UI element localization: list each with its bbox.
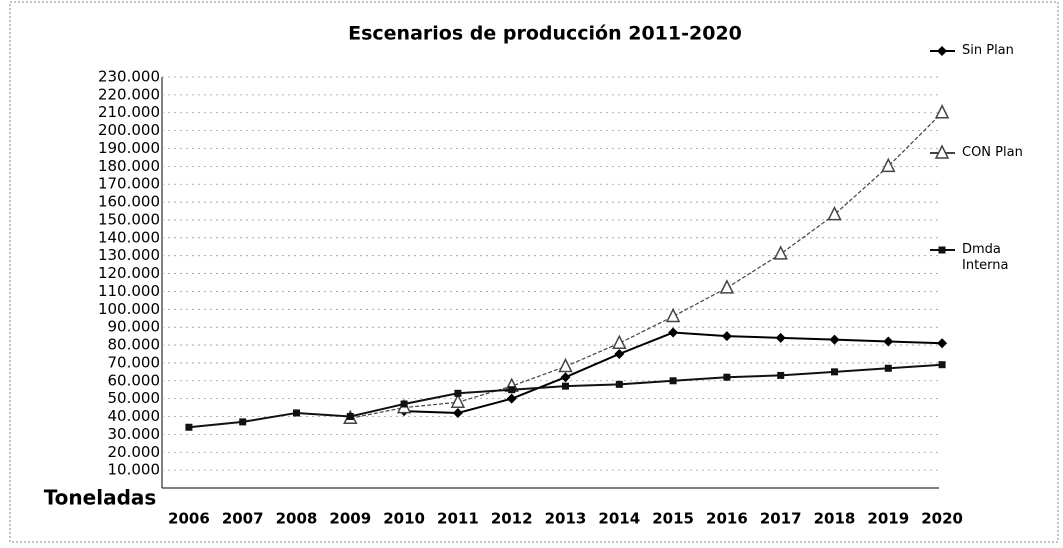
point <box>614 348 625 359</box>
x-tick-label: 2012 <box>491 510 533 528</box>
x-tick-label: 2018 <box>814 510 856 528</box>
point <box>239 418 247 426</box>
point <box>185 423 193 431</box>
y-tick-label: 200.000 <box>98 121 160 139</box>
point <box>937 338 948 349</box>
chart-title: Escenarios de producción 2011-2020 <box>348 23 742 45</box>
y-tick-label: 70.000 <box>108 353 161 371</box>
y-tick-label: 60.000 <box>108 371 161 389</box>
y-tick-label: 80.000 <box>108 336 161 354</box>
point <box>884 364 892 372</box>
y-tick-label: 190.000 <box>98 139 160 157</box>
x-tick-label: 2006 <box>168 510 210 528</box>
point <box>612 334 627 350</box>
point <box>562 382 569 390</box>
point <box>508 386 516 394</box>
point <box>506 393 517 404</box>
y-tick-label: 20.000 <box>108 443 161 461</box>
point <box>719 279 735 294</box>
x-tick-label: 2009 <box>329 510 371 528</box>
legend-label: Sin Plan <box>962 43 1014 58</box>
point <box>558 357 573 373</box>
y-tick-label: 170.000 <box>98 175 160 193</box>
x-tick-label: 2016 <box>706 510 748 528</box>
legend-marker <box>937 46 947 56</box>
point <box>775 332 786 343</box>
point <box>450 393 466 408</box>
y-axis-label: Toneladas <box>44 486 157 510</box>
x-tick-label: 2017 <box>760 510 802 528</box>
point <box>777 371 785 379</box>
point <box>400 400 408 408</box>
frame <box>9 1 1059 543</box>
x-tick-label: 2013 <box>545 510 587 528</box>
y-tick-label: 50.000 <box>108 389 161 407</box>
x-tick-label: 2014 <box>598 510 640 528</box>
y-tick-label: 130.000 <box>98 246 160 264</box>
x-tick-label: 2008 <box>276 510 318 528</box>
x-tick-label: 2011 <box>437 510 479 528</box>
x-tick-label: 2015 <box>652 510 694 528</box>
y-tick-label: 210.000 <box>98 103 160 121</box>
y-tick-label: 160.000 <box>98 193 160 211</box>
point <box>454 389 462 397</box>
point <box>934 104 950 119</box>
point <box>938 361 946 369</box>
point <box>346 413 354 421</box>
point <box>773 245 788 260</box>
y-tick-label: 150.000 <box>98 210 160 228</box>
point <box>560 372 571 383</box>
x-tick-label: 2019 <box>867 510 909 528</box>
x-tick-label: 2007 <box>222 510 264 528</box>
point <box>831 368 838 376</box>
point <box>721 331 732 342</box>
point <box>881 157 896 173</box>
y-tick-label: 30.000 <box>108 425 161 443</box>
legend-marker <box>934 144 950 159</box>
point <box>452 407 463 418</box>
point <box>669 377 677 385</box>
y-tick-label: 10.000 <box>108 461 161 479</box>
point <box>827 205 842 221</box>
y-tick-label: 110.000 <box>98 282 160 300</box>
legend-marker <box>938 246 946 254</box>
point <box>615 380 623 388</box>
x-tick-label: 2010 <box>383 510 425 528</box>
y-tick-label: 100.000 <box>98 300 160 318</box>
point <box>883 336 894 347</box>
y-tick-label: 140.000 <box>98 228 160 246</box>
y-tick-label: 90.000 <box>108 318 161 336</box>
point <box>665 307 681 323</box>
point <box>829 334 840 345</box>
y-tick-label: 40.000 <box>108 407 161 425</box>
point <box>723 373 731 381</box>
x-tick-label: 2020 <box>921 510 963 528</box>
y-tick-label: 230.000 <box>98 68 160 86</box>
y-tick-label: 120.000 <box>98 264 160 282</box>
point <box>668 327 679 338</box>
point <box>293 409 300 417</box>
legend-label: Dmda Interna <box>962 242 1009 273</box>
legend-label: CON Plan <box>962 145 1023 160</box>
y-tick-label: 180.000 <box>98 157 160 175</box>
y-tick-label: 220.000 <box>98 85 160 103</box>
series-line <box>350 112 943 419</box>
series-line <box>404 331 943 414</box>
